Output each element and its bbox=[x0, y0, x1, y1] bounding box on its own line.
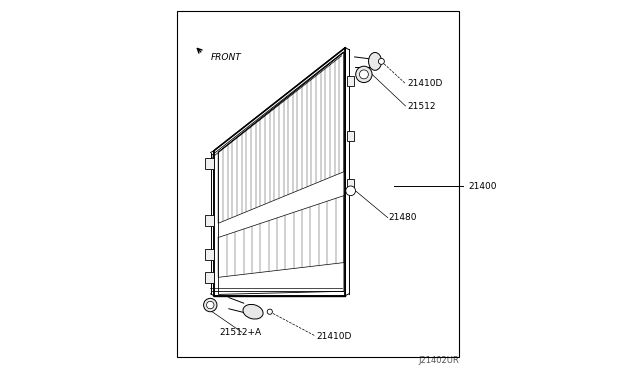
Text: 21480: 21480 bbox=[389, 213, 417, 222]
Text: 21410D: 21410D bbox=[316, 332, 351, 341]
Text: 21512: 21512 bbox=[408, 102, 436, 110]
Circle shape bbox=[378, 58, 385, 64]
FancyBboxPatch shape bbox=[205, 158, 214, 169]
Circle shape bbox=[360, 70, 369, 79]
FancyBboxPatch shape bbox=[347, 179, 354, 189]
Circle shape bbox=[267, 309, 273, 314]
Circle shape bbox=[346, 186, 355, 196]
FancyBboxPatch shape bbox=[347, 131, 354, 141]
Text: J21402UR: J21402UR bbox=[419, 356, 460, 365]
FancyBboxPatch shape bbox=[205, 249, 214, 260]
Circle shape bbox=[356, 66, 372, 83]
Circle shape bbox=[207, 301, 214, 309]
Bar bbox=[177, 11, 460, 357]
Text: 21512+A: 21512+A bbox=[220, 328, 262, 337]
FancyBboxPatch shape bbox=[205, 215, 214, 226]
Circle shape bbox=[204, 298, 217, 312]
Text: 21400: 21400 bbox=[468, 182, 497, 190]
Ellipse shape bbox=[243, 304, 263, 319]
Ellipse shape bbox=[369, 52, 381, 70]
Text: 21410D: 21410D bbox=[408, 79, 443, 88]
Text: FRONT: FRONT bbox=[211, 53, 241, 62]
FancyBboxPatch shape bbox=[205, 272, 214, 283]
FancyBboxPatch shape bbox=[347, 76, 354, 86]
